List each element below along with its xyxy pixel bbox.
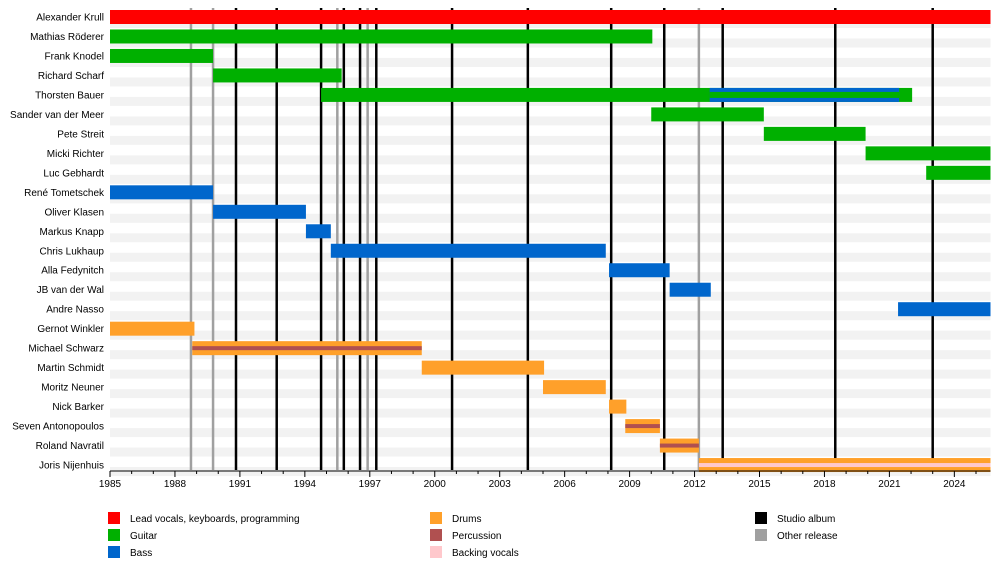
row-stripe [110, 213, 991, 223]
bar-drums [421, 360, 545, 375]
row-stripe [110, 272, 991, 282]
legend-label: Guitar [130, 531, 158, 542]
x-tick-label: 1991 [229, 479, 252, 490]
x-tick-label: 1988 [164, 479, 187, 490]
bar-bass [898, 302, 991, 317]
member-name: Mathias Röderer [30, 32, 105, 43]
bar-bass [305, 224, 331, 239]
x-tick-label: 2012 [683, 479, 706, 490]
row-stripe [110, 447, 991, 457]
x-tick-label: 2009 [618, 479, 641, 490]
legend-swatch [430, 512, 442, 524]
x-tick-label: 1997 [359, 479, 382, 490]
member-name: Moritz Neuner [41, 383, 104, 394]
member-name: Roland Navratil [36, 441, 104, 452]
member-name: Alla Fedynitch [41, 266, 104, 277]
bar-bass [609, 263, 670, 278]
member-name: JB van der Wal [37, 285, 104, 296]
stripe-backing-vocals [698, 463, 991, 468]
row-stripe [110, 174, 991, 184]
member-name: Michael Schwarz [28, 344, 104, 355]
row-stripe [110, 135, 991, 145]
row-stripe [110, 57, 991, 67]
stripe-percussion [192, 346, 422, 351]
legend-label: Lead vocals, keyboards, programming [130, 514, 300, 525]
bar-bass [669, 282, 711, 297]
bar-guitar [763, 126, 866, 141]
bar-bass [330, 243, 606, 258]
bar-guitar [110, 48, 214, 63]
row-stripe [110, 116, 991, 126]
member-name: Micki Richter [47, 149, 105, 160]
bar-bass [213, 204, 306, 219]
legend-label: Percussion [452, 531, 501, 542]
legend-label: Other release [777, 531, 838, 542]
bar-guitar [651, 107, 764, 122]
x-tick-label: 2015 [748, 479, 771, 490]
member-name: Seven Antonopoulos [12, 422, 104, 433]
legend-swatch [108, 546, 120, 558]
stripe-percussion [659, 443, 699, 448]
legend-label: Drums [452, 514, 481, 525]
member-name: Alexander Krull [36, 13, 104, 24]
x-tick-label: 2021 [878, 479, 901, 490]
legend-label: Studio album [777, 514, 835, 525]
stripe-percussion [625, 424, 660, 429]
row-stripe [110, 467, 991, 477]
member-name: Joris Nijenhuis [39, 461, 104, 472]
bar-bass [110, 185, 214, 200]
stripe-guitar [709, 91, 900, 98]
row-stripe [110, 311, 991, 321]
member-name: Sander van der Meer [10, 110, 105, 121]
row-stripe [110, 194, 991, 204]
row-stripe [110, 350, 991, 360]
legend-label: Backing vocals [452, 548, 519, 559]
bar-guitar [865, 146, 991, 161]
member-name: Andre Nasso [46, 305, 104, 316]
row-stripe [110, 233, 991, 243]
row-stripe [110, 428, 991, 438]
member-name: Markus Knapp [40, 227, 105, 238]
bar-drums [609, 399, 627, 414]
row-stripe [110, 155, 991, 165]
row-stripe [110, 408, 991, 418]
member-name: Martin Schmidt [37, 363, 104, 374]
member-name: Richard Scharf [38, 71, 104, 82]
x-tick-label: 1994 [294, 479, 317, 490]
legend-swatch [108, 512, 120, 524]
member-name: Oliver Klasen [45, 207, 104, 218]
x-tick-label: 2000 [424, 479, 447, 490]
x-tick-label: 2006 [554, 479, 577, 490]
member-name: Gernot Winkler [37, 324, 104, 335]
bar-guitar [110, 29, 653, 44]
x-tick-label: 2024 [943, 479, 966, 490]
bar-drums [542, 380, 606, 395]
row-stripe [110, 330, 991, 340]
row-stripe [110, 291, 991, 301]
bar-lead-vocals [110, 10, 991, 24]
bar-guitar [213, 68, 342, 83]
legend-swatch [430, 529, 442, 541]
member-name: René Tometschek [24, 188, 105, 199]
x-tick-label: 2003 [489, 479, 512, 490]
legend-swatch [430, 546, 442, 558]
bar-guitar [926, 165, 991, 180]
member-name: Frank Knodel [45, 51, 104, 62]
member-name: Luc Gebhardt [43, 168, 104, 179]
legend-swatch [755, 529, 767, 541]
x-tick-label: 2018 [813, 479, 836, 490]
x-tick-label: 1985 [99, 479, 122, 490]
member-name: Nick Barker [52, 402, 104, 413]
member-name: Thorsten Bauer [35, 90, 105, 101]
member-name: Chris Lukhaup [40, 246, 105, 257]
row-stripe [110, 77, 991, 87]
row-stripe [110, 369, 991, 379]
legend-swatch [755, 512, 767, 524]
bar-drums [110, 321, 195, 336]
member-name: Pete Streit [57, 129, 104, 140]
legend-label: Bass [130, 548, 152, 559]
legend-swatch [108, 529, 120, 541]
